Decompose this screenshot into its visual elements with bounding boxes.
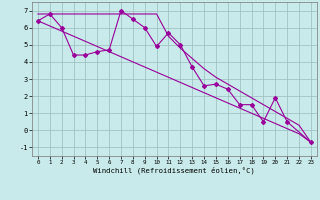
X-axis label: Windchill (Refroidissement éolien,°C): Windchill (Refroidissement éolien,°C) xyxy=(93,167,255,174)
